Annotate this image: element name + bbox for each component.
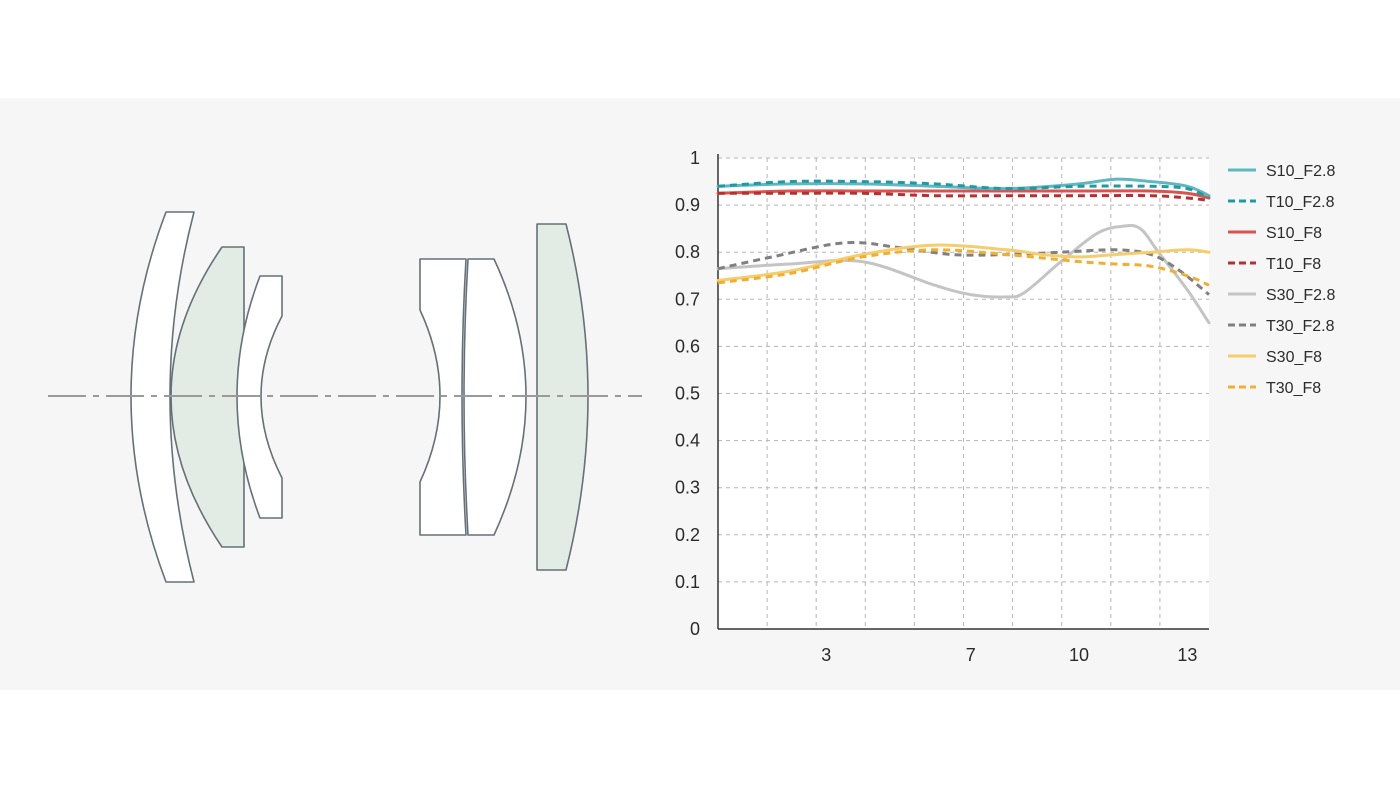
x-tick-label: 10 (1069, 645, 1089, 665)
legend-label: T30_F8 (1266, 380, 1321, 397)
y-tick-label: 0 (690, 619, 700, 639)
legend-label: T10_F8 (1266, 256, 1321, 273)
series-line-t30_f8 (717, 248, 1210, 287)
lens-element-5 (463, 258, 527, 536)
y-tick-label: 0.3 (675, 478, 700, 498)
legend-label: S10_F2.8 (1266, 163, 1335, 180)
x-tick-label: 13 (1177, 645, 1197, 665)
y-tick-label: 0.7 (675, 289, 700, 309)
y-tick-label: 1 (690, 148, 700, 168)
x-tick-label: 3 (821, 645, 831, 665)
y-tick-label: 0.8 (675, 242, 700, 262)
series-line-s30_f2-8 (716, 224, 1211, 325)
legend-label: T10_F2.8 (1266, 194, 1335, 211)
legend-label: S10_F8 (1266, 225, 1322, 242)
x-tick-label: 7 (966, 645, 976, 665)
y-tick-label: 0.9 (675, 195, 700, 215)
series-line-t10_f2-8 (717, 179, 1210, 200)
mtf-chart: 00.10.20.30.40.50.60.70.80.913 7 10 13 S10_… (675, 148, 1336, 665)
y-tick-label: 0.4 (675, 431, 700, 451)
content-panel: 0 0.1 0.2 0.3 0.4 0.5 0.6 0.7 0.8 0.9 1 3 7 10 13 S10_… (0, 98, 1400, 690)
y-tick-label: 0.1 (675, 572, 700, 592)
legend-label: S30_F8 (1266, 349, 1322, 366)
lens-cross-section-diagram (48, 211, 642, 583)
y-tick-label: 0.5 (675, 384, 700, 404)
y-tick-label: 0.2 (675, 525, 700, 545)
series-line-s10_f2-8 (716, 177, 1211, 198)
lens-element-2 (170, 246, 245, 548)
series-line-s30_f8 (716, 243, 1211, 282)
legend-label: T30_F2.8 (1266, 318, 1335, 335)
lens-element-1 (130, 211, 195, 583)
series-line-s10_f8 (716, 189, 1211, 200)
y-tick-label: 0.6 (675, 336, 700, 356)
legend-label: S30_F2.8 (1266, 287, 1335, 304)
series-line-t10_f8 (717, 191, 1210, 202)
